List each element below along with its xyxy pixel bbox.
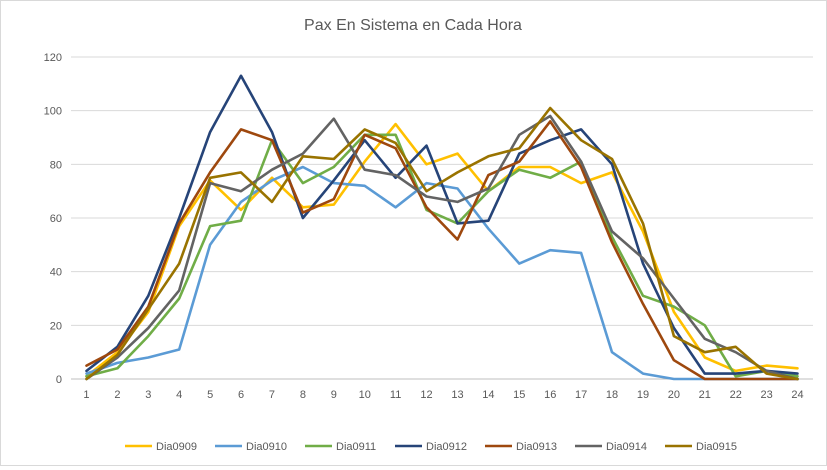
y-axis-tick-labels: 0 20 40 60 80 100 120	[44, 52, 62, 386]
y-tick-label: 0	[56, 374, 62, 386]
x-tick-label: 10	[359, 389, 371, 401]
series-line-dia0914	[85, 114, 799, 381]
series-lines	[85, 74, 799, 381]
legend-label: Dia0915	[696, 441, 737, 453]
legend-label: Dia0911	[336, 441, 376, 453]
x-tick-label: 8	[300, 389, 306, 401]
legend-label: Dia0910	[246, 441, 287, 453]
gridlines	[71, 56, 813, 326]
y-tick-label: 60	[50, 213, 62, 225]
series-line-dia0912	[85, 74, 799, 375]
x-tick-label: 18	[606, 389, 618, 401]
legend-label: Dia0909	[156, 441, 197, 453]
x-tick-label: 11	[390, 389, 401, 401]
legend-label: Dia0912	[426, 441, 467, 453]
x-axis-tick-labels: 1 2 3 4 5 6 7 8 9 10 11 12 13 14 15 16 17 18 19 20 21 22 23 24	[83, 389, 803, 401]
x-tick-label: 6	[238, 389, 244, 401]
series-line-dia0911	[85, 133, 799, 378]
legend: Dia0909 Dia0910 Dia0911 Dia0912 Dia0913 Dia09…	[125, 441, 737, 453]
legend-label: Dia0913	[516, 441, 557, 453]
legend-item-dia0913: Dia0913	[485, 441, 557, 453]
legend-item-dia0909: Dia0909	[125, 441, 197, 453]
x-tick-label: 12	[420, 389, 432, 401]
x-tick-label: 22	[730, 389, 742, 401]
legend-item-dia0910: Dia0910	[215, 441, 287, 453]
x-tick-label: 15	[513, 389, 525, 401]
legend-item-dia0912: Dia0912	[395, 441, 467, 453]
x-tick-label: 4	[176, 389, 182, 401]
y-tick-label: 40	[50, 267, 62, 279]
x-tick-label: 1	[83, 389, 89, 401]
x-tick-label: 21	[699, 389, 711, 401]
x-tick-label: 13	[451, 389, 463, 401]
x-tick-label: 17	[575, 389, 587, 401]
x-tick-label: 7	[269, 389, 275, 401]
x-tick-label: 2	[114, 389, 120, 401]
x-tick-label: 9	[331, 389, 337, 401]
series-line-dia0915	[85, 106, 799, 381]
legend-item-dia0914: Dia0914	[575, 441, 647, 453]
x-tick-label: 19	[637, 389, 649, 401]
legend-item-dia0915: Dia0915	[665, 441, 737, 453]
x-tick-label: 23	[761, 389, 773, 401]
y-tick-label: 120	[44, 52, 62, 64]
x-tick-label: 16	[544, 389, 556, 401]
y-tick-label: 20	[50, 320, 62, 332]
y-tick-label: 100	[44, 106, 62, 118]
chart-title: Pax En Sistema en Cada Hora	[304, 17, 522, 34]
legend-label: Dia0914	[606, 441, 647, 453]
series-line-dia0913	[85, 120, 799, 381]
x-tick-label: 14	[482, 389, 494, 401]
series-line-dia0909	[85, 122, 799, 378]
y-tick-label: 80	[50, 159, 62, 171]
x-tick-label: 24	[791, 389, 803, 401]
x-tick-label: 3	[145, 389, 151, 401]
x-tick-label: 5	[207, 389, 213, 401]
legend-item-dia0911: Dia0911	[305, 441, 376, 453]
x-tick-label: 20	[668, 389, 680, 401]
